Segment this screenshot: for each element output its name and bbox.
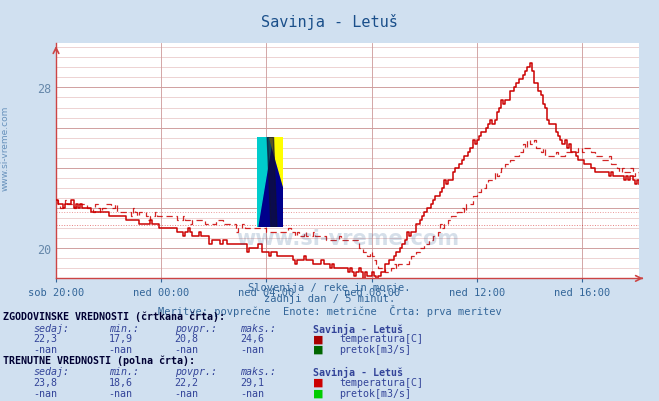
Text: TRENUTNE VREDNOSTI (polna črta):: TRENUTNE VREDNOSTI (polna črta):	[3, 355, 195, 365]
Text: maks.:: maks.:	[241, 323, 277, 333]
Text: www.si-vreme.com: www.si-vreme.com	[1, 106, 10, 191]
Text: -nan: -nan	[175, 344, 198, 354]
Text: sedaj:: sedaj:	[33, 366, 69, 376]
Text: -nan: -nan	[33, 388, 57, 398]
Text: -nan: -nan	[241, 344, 264, 354]
Text: Savinja - Letuš: Savinja - Letuš	[313, 366, 403, 377]
Text: temperatura[C]: temperatura[C]	[339, 334, 423, 344]
Text: 18,6: 18,6	[109, 377, 132, 387]
Text: 23,8: 23,8	[33, 377, 57, 387]
Text: maks.:: maks.:	[241, 366, 277, 376]
Text: 24,6: 24,6	[241, 334, 264, 344]
Text: ■: ■	[313, 334, 324, 344]
Text: sedaj:: sedaj:	[33, 323, 69, 333]
Text: zadnji dan / 5 minut.: zadnji dan / 5 minut.	[264, 294, 395, 304]
Text: Slovenija / reke in morje.: Slovenija / reke in morje.	[248, 283, 411, 293]
Text: www.si-vreme.com: www.si-vreme.com	[236, 229, 459, 249]
Text: ■: ■	[313, 344, 324, 354]
Text: ZGODOVINSKE VREDNOSTI (črtkana črta):: ZGODOVINSKE VREDNOSTI (črtkana črta):	[3, 311, 225, 321]
Text: -nan: -nan	[109, 344, 132, 354]
Text: 22,3: 22,3	[33, 334, 57, 344]
Text: ■: ■	[313, 377, 324, 387]
Text: povpr.:: povpr.:	[175, 366, 217, 376]
Text: -nan: -nan	[33, 344, 57, 354]
Text: min.:: min.:	[109, 366, 139, 376]
Text: 17,9: 17,9	[109, 334, 132, 344]
Text: ■: ■	[313, 388, 324, 398]
Text: 29,1: 29,1	[241, 377, 264, 387]
Text: pretok[m3/s]: pretok[m3/s]	[339, 344, 411, 354]
Text: -nan: -nan	[241, 388, 264, 398]
Text: -nan: -nan	[175, 388, 198, 398]
Text: povpr.:: povpr.:	[175, 323, 217, 333]
Text: pretok[m3/s]: pretok[m3/s]	[339, 388, 411, 398]
Text: 20,8: 20,8	[175, 334, 198, 344]
Text: min.:: min.:	[109, 323, 139, 333]
Text: Meritve: povprečne  Enote: metrične  Črta: prva meritev: Meritve: povprečne Enote: metrične Črta:…	[158, 304, 501, 316]
Text: Savinja - Letuš: Savinja - Letuš	[313, 323, 403, 334]
Text: -nan: -nan	[109, 388, 132, 398]
Text: 22,2: 22,2	[175, 377, 198, 387]
Text: temperatura[C]: temperatura[C]	[339, 377, 423, 387]
Text: Savinja - Letuš: Savinja - Letuš	[261, 14, 398, 30]
